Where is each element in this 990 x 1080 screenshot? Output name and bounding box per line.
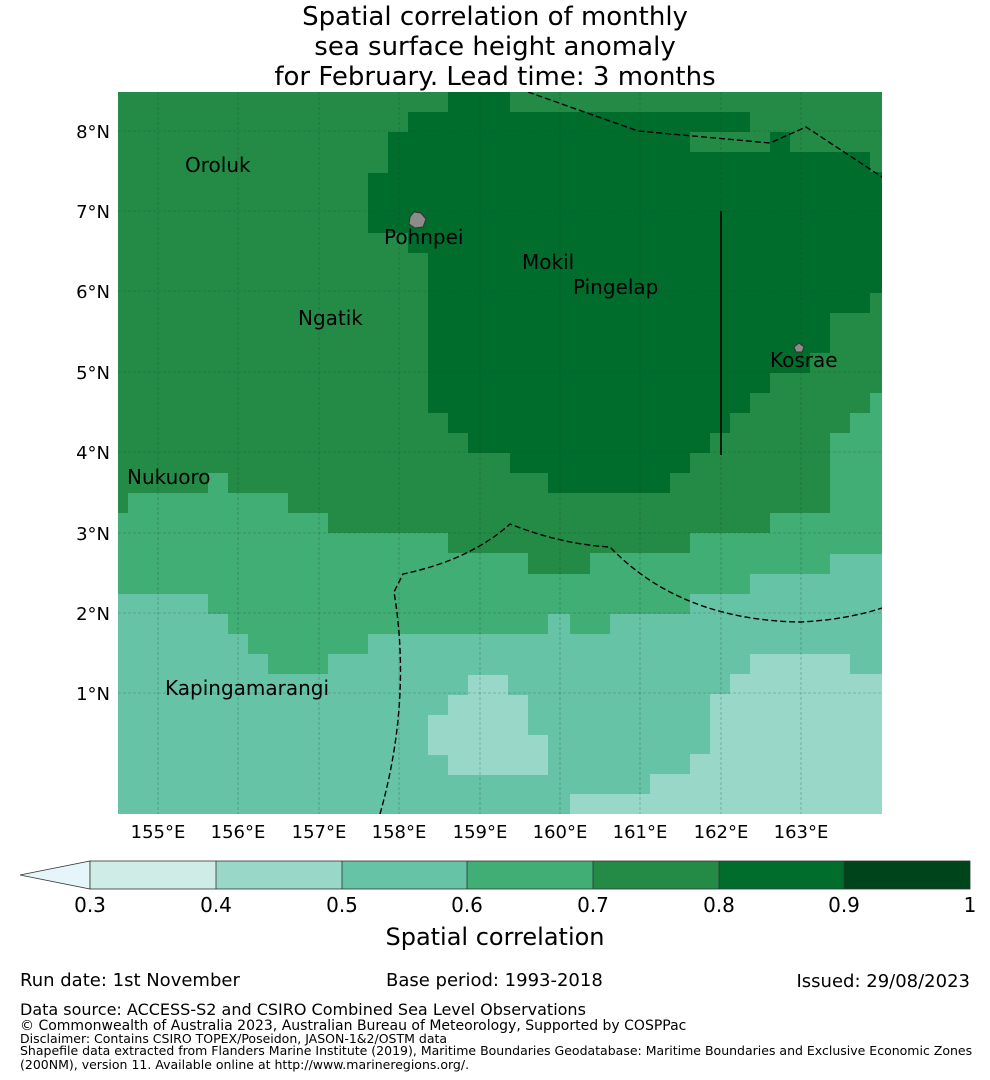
- title-line-3: for February. Lead time: 3 months: [274, 62, 716, 92]
- lon-label: 163°E: [774, 822, 829, 843]
- place-pohnpei: Pohnpei: [384, 225, 464, 249]
- place-kapingamarangi: Kapingamarangi: [165, 676, 329, 700]
- colorbar: 0.3 0.4 0.5 0.6 0.7 0.8 0.9 1 Spatial co…: [19, 860, 977, 951]
- lat-label: 1°N: [76, 684, 110, 705]
- colorbar-tick: 0.5: [326, 893, 358, 917]
- colorbar-tick: 0.9: [828, 893, 860, 917]
- title-line-2: sea surface height anomaly: [314, 32, 676, 62]
- colorbar-segment: [90, 861, 216, 889]
- lon-label: 158°E: [372, 822, 427, 843]
- correlation-field: [118, 92, 882, 814]
- contour-0.4-west: [428, 675, 548, 775]
- shapefile-credit-1: Shapefile data extracted from Flanders M…: [20, 1043, 973, 1058]
- place-mokil: Mokil: [522, 250, 574, 274]
- place-kosrae: Kosrae: [770, 348, 838, 372]
- lat-label: 8°N: [76, 122, 110, 143]
- title-line-1: Spatial correlation of monthly: [302, 2, 688, 32]
- colorbar-tick: 0.8: [703, 893, 735, 917]
- place-pingelap: Pingelap: [573, 275, 658, 299]
- lon-label: 156°E: [211, 822, 266, 843]
- lat-label: 3°N: [76, 524, 110, 545]
- colorbar-tick: 0.4: [200, 893, 232, 917]
- lat-label: 7°N: [76, 202, 110, 223]
- colorbar-segment: [467, 861, 593, 889]
- place-ngatik: Ngatik: [298, 306, 363, 330]
- islands: [408, 211, 805, 353]
- colorbar-segment: [216, 861, 342, 889]
- eez-boundaries: [379, 92, 882, 814]
- graticule: [118, 92, 882, 814]
- map-title: Spatial correlation of monthly sea surfa…: [0, 2, 990, 92]
- place-oroluk: Oroluk: [185, 153, 251, 177]
- colorbar-label: Spatial correlation: [385, 923, 604, 951]
- lon-label: 161°E: [613, 822, 668, 843]
- issued-date: Issued: 29/08/2023: [796, 971, 970, 992]
- kosrae-island: [793, 342, 805, 353]
- lon-label: 160°E: [533, 822, 588, 843]
- colorbar-segment: [342, 861, 467, 889]
- colorbar-tick: 0.6: [451, 893, 483, 917]
- colorbar-segment: [593, 861, 719, 889]
- lat-label: 4°N: [76, 443, 110, 464]
- data-source: Data source: ACCESS-S2 and CSIRO Combine…: [20, 1000, 586, 1019]
- lon-label: 157°E: [292, 822, 347, 843]
- colorbar-tick: 0.3: [74, 893, 106, 917]
- colorbar-segment: [844, 861, 970, 889]
- copyright: © Commonwealth of Australia 2023, Austra…: [20, 1018, 687, 1034]
- lat-label: 5°N: [76, 363, 110, 384]
- place-nukuoro: Nukuoro: [127, 465, 211, 489]
- lat-label: 2°N: [76, 604, 110, 625]
- map-figure: Oroluk Pohnpei Mokil Pingelap Ngatik Kos…: [76, 92, 882, 843]
- lon-label: 159°E: [453, 822, 508, 843]
- lon-label: 162°E: [694, 822, 749, 843]
- lat-label: 6°N: [76, 282, 110, 303]
- contour-0.8: [368, 92, 882, 493]
- base-period: Base period: 1993-2018: [386, 970, 603, 991]
- disclaimer: Disclaimer: Contains CSIRO TOPEX/Poseido…: [20, 1031, 448, 1046]
- shapefile-credit-2: (200NM), version 11. Available online at…: [20, 1057, 470, 1072]
- run-date: Run date: 1st November: [20, 970, 240, 991]
- contour-0.4-east: [570, 654, 882, 814]
- colorbar-tick: 1: [964, 893, 977, 917]
- pohnpei-island: [408, 211, 427, 229]
- colorbar-extend: [19, 860, 91, 890]
- lon-label: 155°E: [131, 822, 186, 843]
- colorbar-tick: 0.7: [577, 893, 609, 917]
- colorbar-segment: [719, 861, 844, 889]
